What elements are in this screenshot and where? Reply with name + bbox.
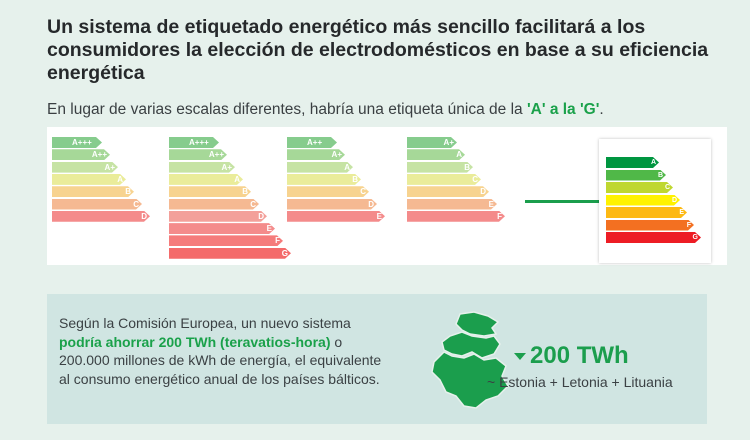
subtitle-highlight: 'A' a la 'G': [526, 101, 600, 118]
savings-info-box: Según la Comisión Europea, un nuevo sist…: [47, 294, 707, 424]
new-energy-class-bar: G: [606, 232, 701, 243]
subtitle-text: En lugar de varias escalas diferentes, h…: [47, 101, 527, 118]
energy-class-bar: B: [407, 162, 473, 173]
baltic-map-icon: [431, 311, 509, 409]
energy-class-bar: E: [169, 223, 275, 234]
energy-class-bar: A: [287, 162, 353, 173]
energy-class-bar: A: [407, 149, 465, 160]
energy-class-bar: C: [287, 186, 369, 197]
new-energy-class-bar: F: [606, 220, 694, 231]
energy-class-bar: D: [169, 211, 267, 222]
new-energy-class-bar: B: [606, 170, 666, 181]
energy-class-bar: A+: [52, 162, 118, 173]
new-energy-class-bar: E: [606, 207, 687, 218]
energy-class-bar: D: [287, 199, 377, 210]
paragraph-text-end: o 200.000 millones de kWh de energía, el…: [59, 333, 382, 387]
energy-class-bar: A+++: [52, 137, 102, 148]
energy-class-bar: B: [287, 174, 361, 185]
energy-class-bar: C: [407, 174, 481, 185]
energy-class-bar: A++: [52, 149, 110, 160]
energy-class-bar: B: [52, 186, 134, 197]
decrease-arrow-icon: [514, 353, 526, 361]
savings-paragraph: Según la Comisión Europea, un nuevo sist…: [59, 314, 389, 388]
new-energy-class-bar: D: [606, 195, 680, 206]
arrow-shaft: [525, 200, 609, 203]
savings-stat: 200 TWh: [514, 342, 629, 370]
energy-class-bar: C: [52, 199, 142, 210]
energy-class-bar: D: [52, 211, 150, 222]
paragraph-text: Según la Comisión Europea, un nuevo sist…: [59, 315, 351, 331]
countries-caption: ~ Estonia + Letonia + Lituania: [487, 374, 673, 390]
energy-class-bar: A++: [287, 137, 337, 148]
energy-class-bar: A+: [169, 162, 235, 173]
savings-value: 200 TWh: [530, 342, 629, 369]
subtitle-end: .: [599, 101, 604, 118]
energy-class-bar: A+: [407, 137, 457, 148]
energy-class-bar: D: [407, 186, 489, 197]
page-title: Un sistema de etiquetado energético más …: [47, 16, 709, 84]
new-energy-class-bar: C: [606, 182, 673, 193]
energy-class-bar: A: [52, 174, 126, 185]
energy-class-bar: C: [169, 199, 259, 210]
energy-class-bar: A+: [287, 149, 345, 160]
subtitle: En lugar de varias escalas diferentes, h…: [47, 101, 604, 119]
energy-class-bar: B: [169, 186, 251, 197]
energy-class-bar: E: [287, 211, 385, 222]
new-energy-class-bar: A: [606, 157, 659, 168]
energy-class-bar: F: [407, 211, 505, 222]
energy-class-bar: E: [407, 199, 497, 210]
energy-class-bar: A++: [169, 149, 227, 160]
energy-class-bar: A+++: [169, 137, 219, 148]
energy-class-bar: G: [169, 248, 291, 259]
energy-class-bar: A: [169, 174, 243, 185]
energy-class-bar: F: [169, 235, 283, 246]
paragraph-highlight: podría ahorrar 200 TWh (teravatios-hora): [59, 333, 331, 350]
